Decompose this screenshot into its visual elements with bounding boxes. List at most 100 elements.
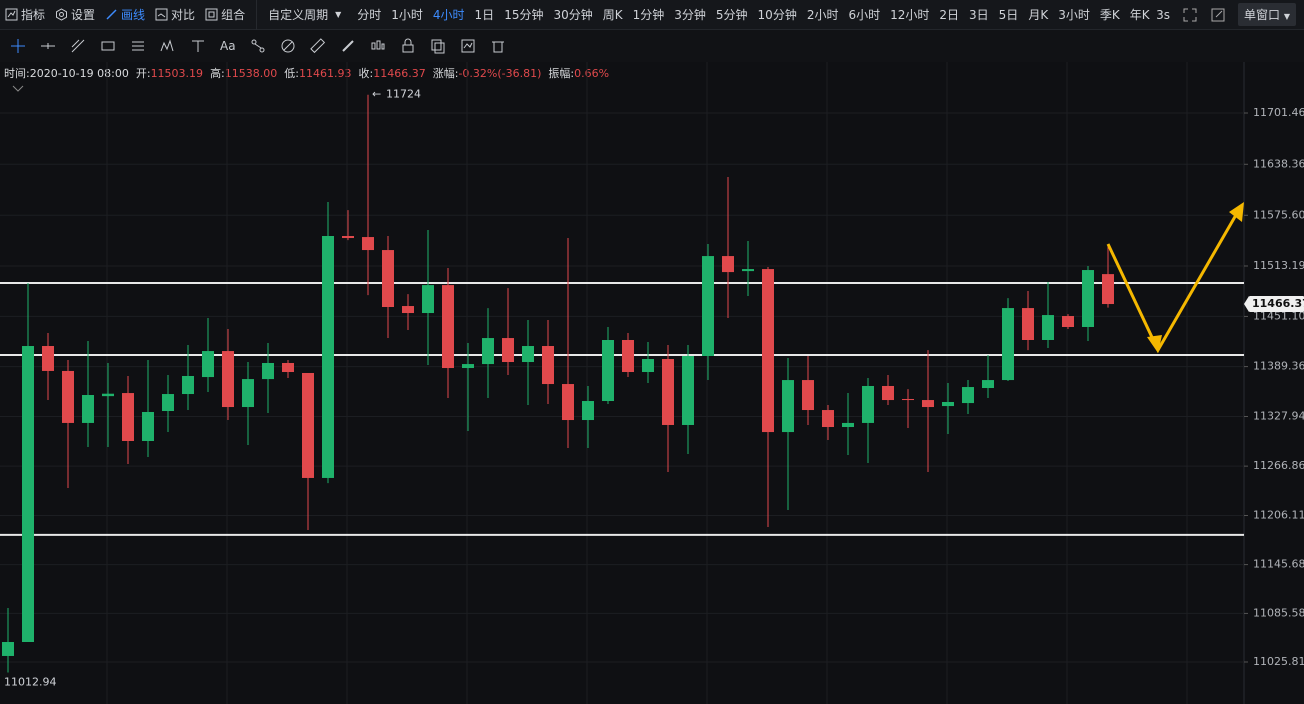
tool-indicator[interactable]: 指标 bbox=[0, 6, 50, 23]
period-option[interactable]: 6小时 bbox=[848, 8, 881, 22]
period-option[interactable]: 分时 bbox=[357, 8, 382, 22]
measure-tool[interactable] bbox=[190, 38, 206, 54]
period-option[interactable]: 年K bbox=[1129, 8, 1150, 22]
max-label: 11724 bbox=[386, 88, 421, 101]
info-value: 11461.93 bbox=[299, 67, 352, 80]
window-mode[interactable]: 单窗口 ▼ bbox=[1238, 3, 1296, 26]
candle-tool[interactable] bbox=[370, 38, 386, 54]
separator bbox=[256, 0, 258, 30]
candle-body bbox=[502, 338, 514, 363]
rect-tool[interactable] bbox=[100, 38, 116, 54]
tool-compare[interactable]: 对比 bbox=[150, 6, 200, 23]
tool-label[interactable]: 组合 bbox=[221, 8, 246, 22]
lock-tool[interactable] bbox=[400, 38, 416, 54]
candle-body bbox=[822, 410, 834, 428]
brush-tool[interactable] bbox=[340, 38, 356, 54]
period-option[interactable]: 周K bbox=[602, 8, 623, 22]
user-lines bbox=[0, 282, 1244, 536]
candle-body bbox=[2, 642, 14, 656]
popout-icon[interactable] bbox=[1210, 7, 1226, 23]
top-toolbar: 指标 设置 画线 对比 组合 自定义周期 ▼ 分时 1小时 4小时 1日 15分钟 30分钟… bbox=[0, 0, 1304, 30]
period-option[interactable]: 季K bbox=[1099, 8, 1120, 22]
trend-tool[interactable] bbox=[70, 38, 86, 54]
candle-body bbox=[22, 346, 34, 643]
candle-body bbox=[962, 387, 974, 404]
hline-tool[interactable] bbox=[40, 38, 56, 54]
tool-label[interactable]: 设置 bbox=[71, 8, 96, 22]
magnet-tool[interactable] bbox=[280, 38, 296, 54]
tool-label[interactable]: 对比 bbox=[171, 8, 196, 22]
candle-body bbox=[42, 346, 54, 371]
ruler-tool[interactable] bbox=[309, 38, 326, 54]
candle-body bbox=[462, 364, 474, 369]
period-option[interactable]: 5分钟 bbox=[715, 8, 748, 22]
period-option[interactable]: 10分钟 bbox=[757, 8, 797, 22]
info-value: -0.32%(-36.81) bbox=[458, 67, 542, 80]
info-label: 开: bbox=[135, 67, 151, 80]
period-option[interactable]: 3分钟 bbox=[674, 8, 706, 22]
period-option[interactable]: 5日 bbox=[998, 8, 1019, 22]
tool-draw[interactable]: 画线 bbox=[100, 6, 150, 23]
info-label: 振幅: bbox=[548, 67, 575, 80]
info-value: 11538.00 bbox=[224, 67, 278, 80]
fullscreen-icon[interactable] bbox=[1182, 7, 1198, 23]
tool-label[interactable]: 指标 bbox=[21, 8, 46, 22]
path-tool[interactable] bbox=[250, 38, 266, 54]
period-option[interactable]: 12小时 bbox=[890, 8, 930, 22]
y-tick-label: 11513.19 bbox=[1253, 259, 1304, 272]
period-option[interactable]: 月K bbox=[1028, 8, 1049, 22]
info-label: 收: bbox=[358, 67, 374, 80]
period-option[interactable]: 4小时 bbox=[432, 8, 465, 22]
candle-body bbox=[1022, 308, 1034, 340]
chart: 11701.46 11638.36 11575.60 11513.19 11451.10… bbox=[0, 62, 1304, 704]
delete-tool[interactable] bbox=[490, 38, 506, 54]
candle-body bbox=[722, 256, 734, 273]
candle-body bbox=[282, 362, 294, 373]
fib-tool[interactable] bbox=[130, 38, 146, 54]
period-option[interactable]: 30分钟 bbox=[553, 8, 593, 22]
window-mode-label[interactable]: 单窗口 bbox=[1244, 8, 1281, 22]
collapse-icon[interactable] bbox=[12, 85, 24, 92]
candle-body bbox=[842, 422, 854, 428]
y-tick-label: 11451.10 bbox=[1253, 309, 1304, 322]
info-bar: 时间:2020-10-19 08:00 开:11503.19 高:11538.0… bbox=[4, 65, 609, 81]
candle-body bbox=[782, 380, 794, 433]
candle-body bbox=[1102, 274, 1114, 305]
custom-period-label[interactable]: 自定义周期 bbox=[268, 8, 329, 22]
visibility-tool[interactable] bbox=[460, 38, 476, 54]
text-tool[interactable]: Aa bbox=[220, 39, 236, 53]
candle-body bbox=[382, 250, 394, 308]
candle-body bbox=[742, 269, 754, 272]
drawing-toolbar: Aa bbox=[0, 30, 1304, 62]
custom-period[interactable]: 自定义周期 ▼ bbox=[268, 8, 342, 22]
period-option[interactable]: 3小时 bbox=[1058, 8, 1090, 22]
candle-body bbox=[242, 379, 254, 408]
candle-body bbox=[102, 393, 114, 397]
copy-tool[interactable] bbox=[430, 38, 446, 54]
period-option[interactable]: 2小时 bbox=[806, 8, 839, 22]
info-value: 11503.19 bbox=[150, 67, 204, 80]
tool-combine[interactable]: 组合 bbox=[200, 6, 250, 23]
wave-tool[interactable] bbox=[160, 38, 176, 54]
candle-body bbox=[702, 256, 714, 357]
period-option[interactable]: 1分钟 bbox=[632, 8, 665, 22]
candle-body bbox=[562, 384, 574, 421]
refresh-interval[interactable]: 3s bbox=[1156, 7, 1170, 22]
candle-body bbox=[642, 359, 654, 373]
candle-body bbox=[902, 398, 914, 401]
period-option[interactable]: 3日 bbox=[969, 8, 989, 22]
period-option[interactable]: 1小时 bbox=[391, 8, 423, 22]
period-option[interactable]: 2日 bbox=[939, 8, 960, 22]
crosshair-tool[interactable] bbox=[10, 38, 26, 54]
tool-label[interactable]: 画线 bbox=[121, 8, 146, 22]
tool-settings[interactable]: 设置 bbox=[50, 6, 100, 23]
candle-body bbox=[442, 285, 454, 369]
period-option[interactable]: 15分钟 bbox=[504, 8, 544, 22]
candle-body bbox=[262, 362, 274, 380]
candle-body bbox=[482, 338, 494, 365]
arrow-path bbox=[1106, 207, 1242, 354]
y-tick-label: 11085.58 bbox=[1253, 606, 1304, 619]
candle-body bbox=[682, 356, 694, 425]
period-option[interactable]: 1日 bbox=[474, 8, 495, 22]
